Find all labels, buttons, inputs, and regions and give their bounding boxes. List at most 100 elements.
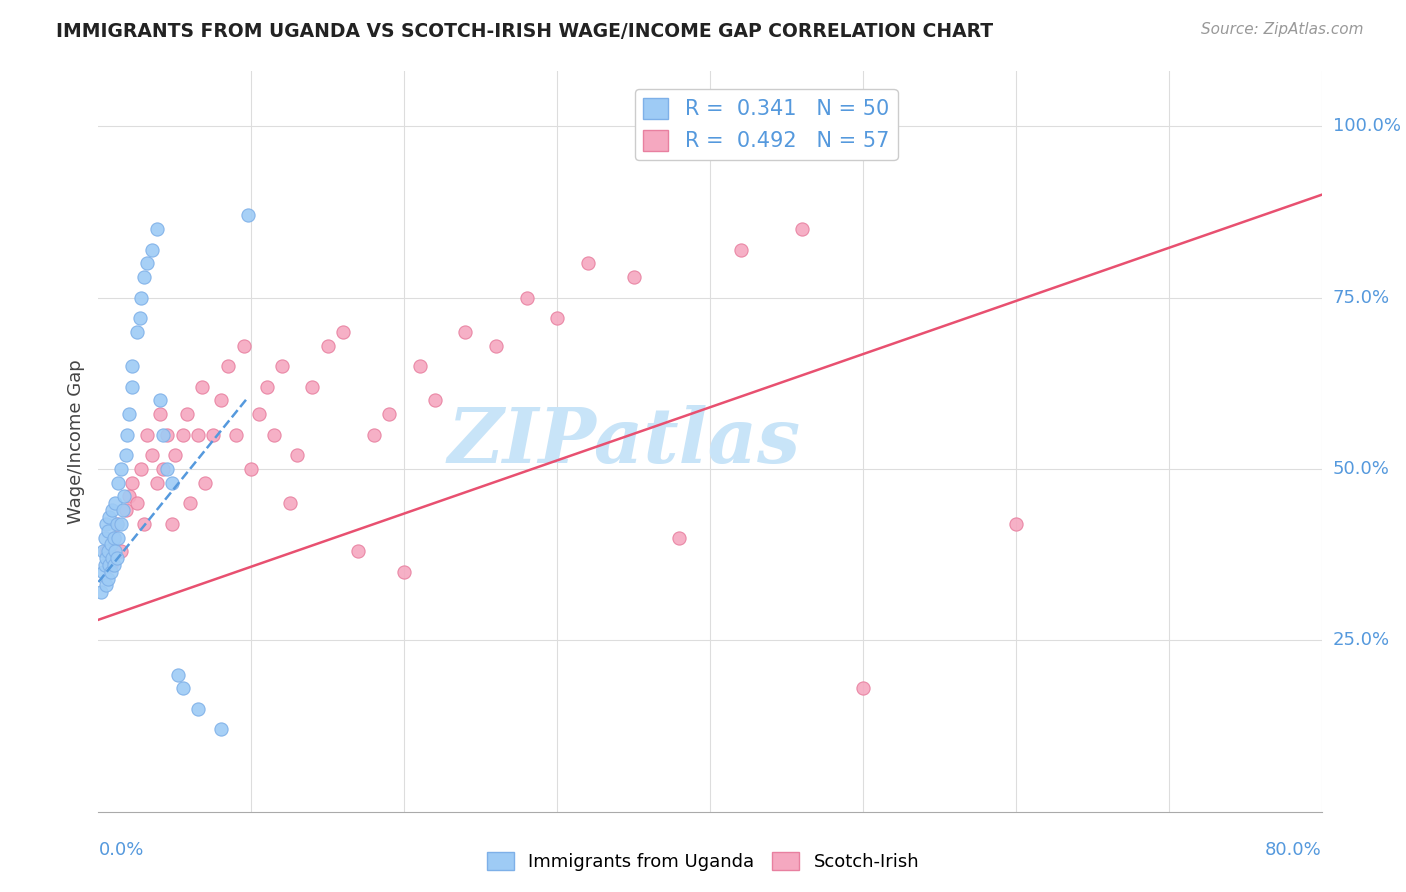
Point [91, 565, 114, 579]
Point [97, 544, 120, 558]
Point [163, 448, 186, 462]
Point [516, 291, 538, 305]
Point [105, 516, 128, 531]
Point [101, 503, 124, 517]
Point [105, 551, 128, 566]
Point [149, 393, 172, 408]
Point [347, 544, 370, 558]
Legend: Immigrants from Uganda, Scotch-Irish: Immigrants from Uganda, Scotch-Irish [479, 845, 927, 879]
Point [110, 462, 132, 476]
Point [112, 489, 135, 503]
Point [118, 407, 141, 421]
Text: 100.0%: 100.0% [1333, 117, 1400, 136]
Point [423, 393, 446, 408]
Point [115, 448, 138, 462]
Text: 80.0%: 80.0% [1265, 841, 1322, 859]
Point [160, 475, 183, 490]
Point [256, 380, 278, 394]
Point [100, 565, 122, 579]
Point [134, 270, 156, 285]
Point [240, 462, 263, 476]
Text: 0.0%: 0.0% [98, 841, 143, 859]
Point [94, 516, 117, 531]
Point [141, 448, 163, 462]
Point [1004, 516, 1026, 531]
Point [176, 407, 198, 421]
Point [97, 572, 120, 586]
Point [90, 585, 112, 599]
Text: 50.0%: 50.0% [1333, 460, 1389, 478]
Point [232, 338, 254, 352]
Point [121, 359, 143, 373]
Text: IMMIGRANTS FROM UGANDA VS SCOTCH-IRISH WAGE/INCOME GAP CORRELATION CHART: IMMIGRANTS FROM UGANDA VS SCOTCH-IRISH W… [56, 22, 994, 41]
Point [111, 503, 134, 517]
Point [100, 537, 122, 551]
Point [191, 380, 214, 394]
Point [107, 531, 129, 545]
Point [187, 702, 209, 716]
Point [152, 462, 174, 476]
Point [179, 496, 201, 510]
Point [105, 516, 128, 531]
Point [118, 489, 141, 503]
Point [623, 270, 645, 285]
Point [194, 475, 217, 490]
Point [408, 359, 430, 373]
Y-axis label: Wage/Income Gap: Wage/Income Gap [66, 359, 84, 524]
Point [136, 427, 159, 442]
Point [454, 325, 477, 339]
Point [225, 427, 247, 442]
Point [209, 723, 232, 737]
Text: ZIPatlas: ZIPatlas [449, 405, 801, 478]
Point [247, 407, 270, 421]
Text: Source: ZipAtlas.com: Source: ZipAtlas.com [1201, 22, 1364, 37]
Point [167, 667, 190, 681]
Point [392, 565, 416, 579]
Point [238, 208, 260, 222]
Point [129, 462, 152, 476]
Point [217, 359, 239, 373]
Point [121, 380, 143, 394]
Point [852, 681, 875, 696]
Point [301, 380, 323, 394]
Point [546, 311, 568, 326]
Point [97, 524, 120, 538]
Point [103, 531, 125, 545]
Point [93, 558, 115, 572]
Point [100, 558, 122, 572]
Point [110, 544, 132, 558]
Point [363, 427, 385, 442]
Point [107, 475, 129, 490]
Point [187, 427, 209, 442]
Point [125, 496, 148, 510]
Point [136, 256, 159, 270]
Point [668, 531, 690, 545]
Point [117, 427, 139, 442]
Point [278, 496, 301, 510]
Point [172, 427, 194, 442]
Text: 75.0%: 75.0% [1333, 289, 1391, 307]
Point [378, 407, 401, 421]
Point [145, 222, 167, 236]
Point [285, 448, 308, 462]
Point [576, 256, 599, 270]
Point [730, 243, 752, 257]
Point [94, 578, 117, 592]
Point [316, 338, 339, 352]
Point [103, 531, 125, 545]
Point [485, 338, 508, 352]
Point [156, 462, 179, 476]
Point [101, 551, 124, 566]
Point [141, 243, 163, 257]
Point [98, 510, 121, 524]
Point [156, 427, 179, 442]
Point [94, 551, 117, 566]
Point [263, 427, 285, 442]
Point [129, 291, 152, 305]
Text: 25.0%: 25.0% [1333, 632, 1391, 649]
Point [270, 359, 292, 373]
Point [94, 544, 117, 558]
Point [110, 516, 132, 531]
Point [98, 558, 121, 572]
Point [790, 222, 813, 236]
